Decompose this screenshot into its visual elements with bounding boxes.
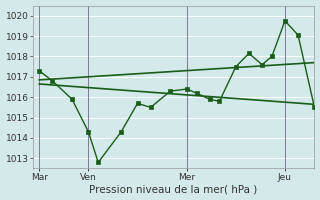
- X-axis label: Pression niveau de la mer( hPa ): Pression niveau de la mer( hPa ): [90, 184, 258, 194]
